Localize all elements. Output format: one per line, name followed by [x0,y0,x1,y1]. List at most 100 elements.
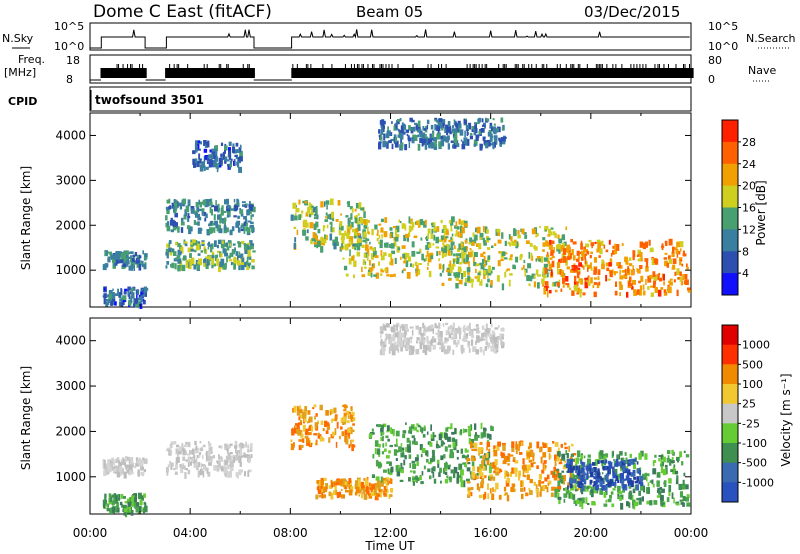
freq-bar [189,68,192,78]
power-cell [560,245,563,252]
velocity-cell [489,474,494,477]
power-cell [134,302,137,308]
velocity-cell [427,346,432,351]
velocity-cell [614,482,617,487]
power-cell [408,232,411,238]
velocity-cell [604,475,609,481]
power-cell [349,249,351,257]
power-cell [558,258,563,264]
power-cell [380,270,384,273]
freq-bar [513,68,517,78]
velocity-cell [544,485,547,489]
power-cell [597,242,601,249]
velocity-cell [561,470,565,473]
power-cell [438,263,442,270]
freq-bar [319,68,323,78]
velocity-cell [175,457,179,463]
velocity-cell [492,346,495,353]
power-cell [441,247,444,252]
power-cell [380,135,383,141]
power-cell [404,224,407,231]
freq-bar [362,68,365,78]
power-cell [211,258,215,265]
power-cell [490,280,493,286]
power-cell [401,122,404,126]
velocity-cell [447,465,451,470]
velocity-cell [511,445,515,453]
velocity-cell [195,462,199,467]
velocity-cell [619,497,622,501]
power-cell [524,270,527,277]
power-cell [476,226,481,234]
freq-bar [416,68,419,78]
velocity-cell [130,468,133,473]
freq-bar [222,68,225,78]
power-cell [565,276,569,282]
power-cell [628,263,633,267]
velocity-cell [423,465,426,470]
freq-bar [237,68,240,78]
velocity-cell [474,423,477,430]
velocity-cell [630,472,635,477]
freq-bar [363,68,367,78]
power-cell [128,302,132,306]
velocity-cell [450,469,454,474]
power-cell [398,129,400,132]
velocity-cell [341,494,345,499]
velocity-cell [173,467,176,471]
power-cell [165,251,168,256]
velocity-cell [668,491,671,497]
power-cell [543,287,547,295]
freq-bar [292,68,296,78]
velocity-cell [575,503,578,506]
power-cell [398,219,400,223]
freq-bar [620,68,623,78]
velocity-cell [464,448,467,452]
power-cell [120,252,124,260]
power-cell [444,127,447,134]
freq-bar [186,68,189,78]
power-cell [202,161,205,167]
velocity-cell [656,489,659,493]
velocity-cell [360,486,364,491]
velocity-cell [400,469,404,474]
power-cell [128,265,132,271]
velocity-cell [184,468,188,471]
power-cell [135,289,138,295]
freq-tick-low: 8 [66,73,73,86]
velocity-cell [580,467,585,474]
velocity-cell [110,507,113,511]
velocity-cell [458,327,462,335]
velocity-cell [463,328,466,336]
power-cell [433,143,438,150]
power-cell [476,275,480,282]
velocity-cell [297,408,302,414]
power-cell [671,267,676,270]
freq-bar [312,68,315,78]
power-cell [233,199,236,203]
power-cell [545,225,549,230]
power-cell [241,223,245,226]
power-cell [682,253,687,257]
power-cell [567,250,571,258]
power-cell [447,127,451,131]
power-cell [584,253,587,260]
power-cell [455,229,458,237]
power-cell [367,226,369,234]
freq-bar [543,68,547,78]
velocity-cell [226,447,229,452]
velocity-cell [123,508,128,513]
velocity-cell [660,454,664,460]
velocity-cell [638,480,642,485]
velocity-cell [383,346,386,352]
velocity-cell [368,493,371,496]
velocity-cell [660,500,664,507]
power-cell [208,259,211,266]
velocity-cell [428,325,432,332]
velocity-cell [473,442,478,448]
power-cell [217,250,220,254]
power-cell [443,230,446,237]
power-cell [542,242,546,247]
power-cell [449,131,452,135]
power-cell [390,138,395,142]
